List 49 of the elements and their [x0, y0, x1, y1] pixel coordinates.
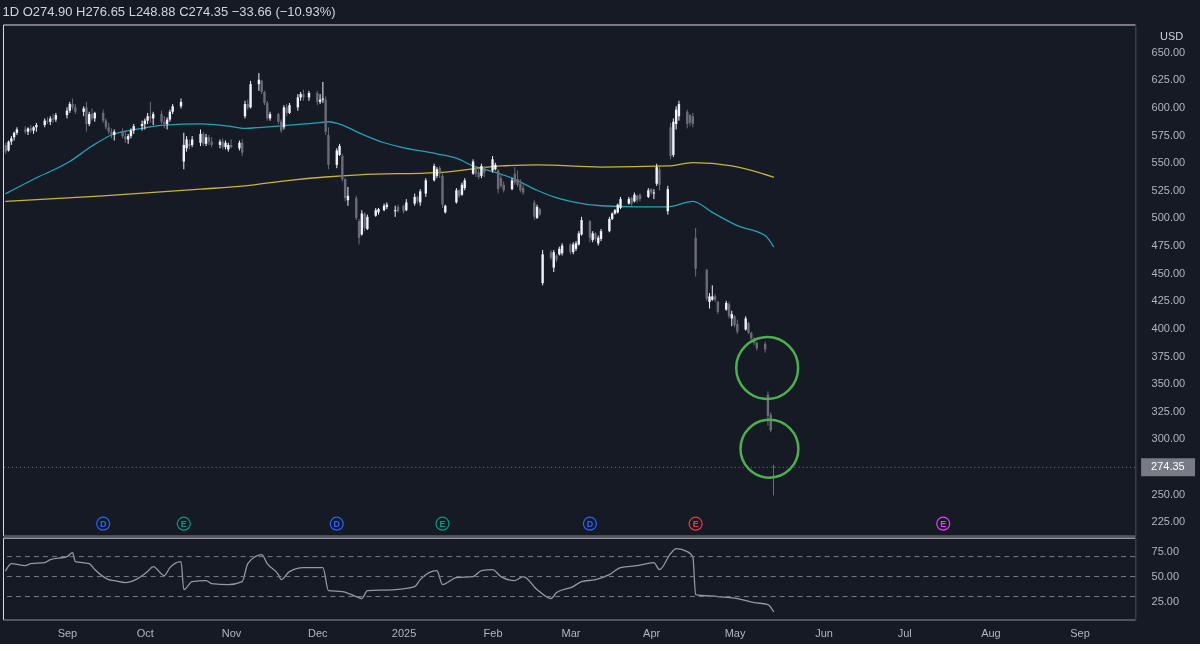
x-tick-label: Sep: [1070, 626, 1090, 639]
y-tick-label: 425.00: [1151, 294, 1186, 307]
y-tick-label: 575.00: [1151, 128, 1186, 141]
chart-title: 1D O274.90 H276.65 L248.88 C274.35 −33.66 (−10.93%): [2, 3, 336, 19]
y-tick-label: 50.00: [1151, 570, 1180, 583]
annotation: E: [692, 518, 699, 529]
y-tick-label: 225.00: [1151, 515, 1186, 528]
x-tick-label: 2025: [391, 626, 417, 639]
y-axis-title: USD: [1159, 29, 1184, 42]
y-tick-label: 625.00: [1151, 73, 1186, 86]
candlestick: [652, 188, 656, 200]
x-tick-label: Apr: [643, 626, 661, 639]
line-series: [5, 547, 775, 613]
y-tick-label: 500.00: [1151, 211, 1186, 224]
x-tick-label: May: [724, 626, 746, 639]
y-tick-label: 25.00: [1151, 595, 1180, 608]
y-tick-label: 450.00: [1151, 266, 1186, 279]
y-tick-label: 325.00: [1151, 404, 1186, 417]
x-tick-label: Nov: [221, 626, 242, 639]
x-tick-label: Feb: [483, 626, 503, 639]
annotation: D: [586, 518, 594, 529]
y-tick-label: 600.00: [1151, 100, 1186, 113]
y-tick-label: 650.00: [1151, 45, 1186, 58]
y-tick-label: 550.00: [1151, 156, 1186, 169]
x-tick-label: Aug: [981, 626, 1001, 639]
annotation: D: [333, 518, 341, 529]
x-tick-label: Jun: [815, 626, 833, 639]
line-series: [5, 161, 775, 202]
candlestick: [658, 166, 661, 191]
y-tick-label: 250.00: [1151, 487, 1186, 500]
annotation: D: [99, 518, 107, 529]
annotation: E: [180, 518, 187, 529]
annotation: E: [439, 518, 446, 529]
x-tick-label: Dec: [308, 626, 329, 639]
y-tick-label: 400.00: [1151, 321, 1186, 334]
y-tick-label: 475.00: [1151, 239, 1186, 252]
x-tick-label: Oct: [136, 626, 154, 639]
x-tick-label: Jul: [897, 626, 912, 639]
ref-line-label: 274.35: [1151, 460, 1185, 473]
y-tick-label: 300.00: [1151, 432, 1186, 445]
candlestick: [655, 163, 658, 187]
x-tick-label: Mar: [561, 626, 581, 639]
y-tick-label: 350.00: [1151, 377, 1186, 390]
line-series: [5, 121, 775, 248]
y-tick-label: 375.00: [1151, 349, 1186, 362]
y-tick-label: 75.00: [1151, 545, 1180, 558]
y-tick-label: 525.00: [1151, 183, 1186, 196]
annotation: E: [940, 518, 947, 529]
x-tick-label: Sep: [57, 626, 78, 639]
